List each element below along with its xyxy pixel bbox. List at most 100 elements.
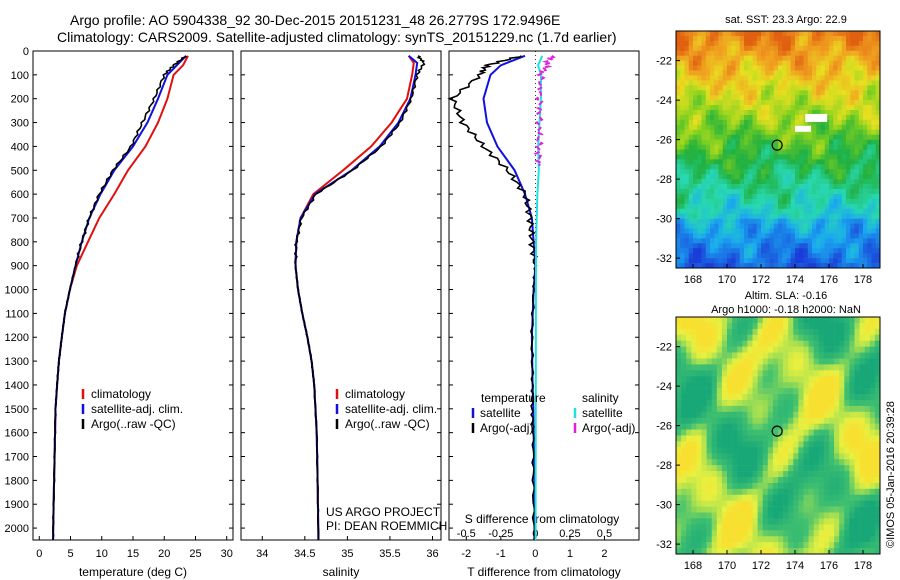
sst-heatmap-cell [807,129,813,135]
sst-heatmap-cell [867,258,872,264]
sst-heatmap-cell [867,223,872,229]
sst-heatmap-cell [824,90,830,96]
sst-heatmap-cell [705,193,711,200]
sst-heatmap-cell [803,258,809,264]
sst-heatmap-cell [710,70,715,76]
sal-xtick-label: 34 [256,548,268,560]
sla-heatmap-cell [818,352,825,359]
sst-heatmap-cell [812,100,817,106]
sla-heatmap-cell [737,548,743,555]
sst-heatmap-cell [680,193,685,200]
sst-heatmap-cell [875,184,881,190]
sst-heatmap-cell [731,193,736,200]
sla-heatmap-cell [813,530,820,537]
sst-heatmap-cell [786,110,792,116]
sst-heatmap-cell [693,134,698,140]
sla-heatmap-cell [742,370,748,377]
sla-heatmap-cell [706,453,712,460]
sla-heatmap-cell [798,399,804,407]
sst-heatmap-cell [752,169,758,175]
sla-heatmap-cell [839,340,845,347]
sst-heatmap-cell [816,31,821,37]
sst-heatmap-cell [752,65,758,71]
sla-heatmap-cell [788,482,794,490]
sst-heatmap-cell [710,60,715,66]
sst-heatmap-cell [850,159,855,165]
sla-heatmap-cell [747,447,753,454]
sst-heatmap-cell [752,45,758,52]
sla-heatmap-cell [829,358,835,365]
sst-heatmap-cell [786,149,792,155]
sst-heatmap-cell [820,124,826,131]
sst-heatmap-cell [867,35,872,42]
sst-heatmap-cell [824,243,830,249]
sla-heatmap-cell [783,429,789,436]
sla-heatmap-cell [747,399,753,407]
sla-heatmap-cell [762,506,769,513]
sla-heatmap-cell [798,471,804,478]
sla-heatmap-cell [783,382,789,389]
sst-heatmap-cell [756,45,762,52]
sst-heatmap-cell [799,105,804,111]
sla-heatmap-cell [737,352,743,359]
sst-heatmap-cell [846,55,851,61]
sst-heatmap-cell [744,198,749,205]
sst-heatmap-cell [701,35,707,42]
sst-heatmap-cell [778,119,783,126]
sst-heatmap-cell [722,179,728,185]
sst-heatmap-cell [829,50,834,56]
sla-heatmap-cell [752,334,758,341]
sla-heatmap-cell [711,328,718,336]
sst-heatmap-cell [727,31,732,37]
sst-heatmap-cell [786,31,792,37]
sla-heatmap-cell [839,447,845,454]
sla-heatmap-cell [818,423,825,430]
imos-watermark: ©IMOS 05-Jan-2016 20:39:28 [885,401,897,548]
sst-heatmap-cell [731,144,736,150]
sst-heatmap-cell [697,45,702,52]
sst-heatmap-cell [752,100,758,106]
sst-heatmap-cell [744,228,749,234]
sla-heatmap-cell [721,530,728,537]
sst-heatmap-cell [846,114,851,121]
sla-heatmap-cell [732,346,738,353]
sal-series-satellite-adj-clim- [294,55,419,541]
sst-heatmap-cell [786,144,792,150]
sst-heatmap-cell [837,119,843,126]
sst-heatmap-cell [807,174,813,180]
sla-heatmap-cell [721,524,728,531]
depth-tick-label: 1200 [5,332,29,344]
sst-heatmap-cell [829,193,834,200]
sla-heatmap-cell [778,417,784,424]
sst-heatmap-cell [701,248,707,254]
sst-heatmap-cell [688,174,694,180]
sla-heatmap-cell [711,465,718,472]
sla-heatmap-cell [834,328,840,336]
sst-heatmap-cell [761,179,766,185]
sla-heatmap-cell [874,441,881,448]
temp-xtick-label: 25 [189,548,201,560]
sst-heatmap-cell [875,154,881,160]
sst-heatmap-cell [722,100,728,106]
sst-heatmap-cell [748,238,753,244]
sla-heatmap-cell [823,488,830,496]
sst-heatmap-cell [863,124,868,131]
sla-heatmap-cell [874,476,881,484]
sst-heatmap-cell [756,134,762,140]
sst-heatmap-cell [739,179,745,185]
sst-heatmap-cell [765,139,770,145]
sst-heatmap-cell [846,258,851,264]
sst-heatmap-cell [875,238,881,244]
sst-heatmap-cell [778,65,783,71]
sla-heatmap-cell [798,548,804,555]
sst-heatmap-cell [684,193,690,200]
sla-heatmap-cell [839,506,845,513]
sla-heatmap-cell [813,482,820,490]
sst-heatmap-cell [875,65,881,71]
sst-heatmap-cell [718,223,724,229]
sst-heatmap-cell [773,164,779,170]
sst-heatmap-cell [748,213,753,219]
sla-heatmap-cell [874,399,881,407]
sst-heatmap-cell [871,243,877,249]
sst-heatmap-cell [718,100,724,106]
